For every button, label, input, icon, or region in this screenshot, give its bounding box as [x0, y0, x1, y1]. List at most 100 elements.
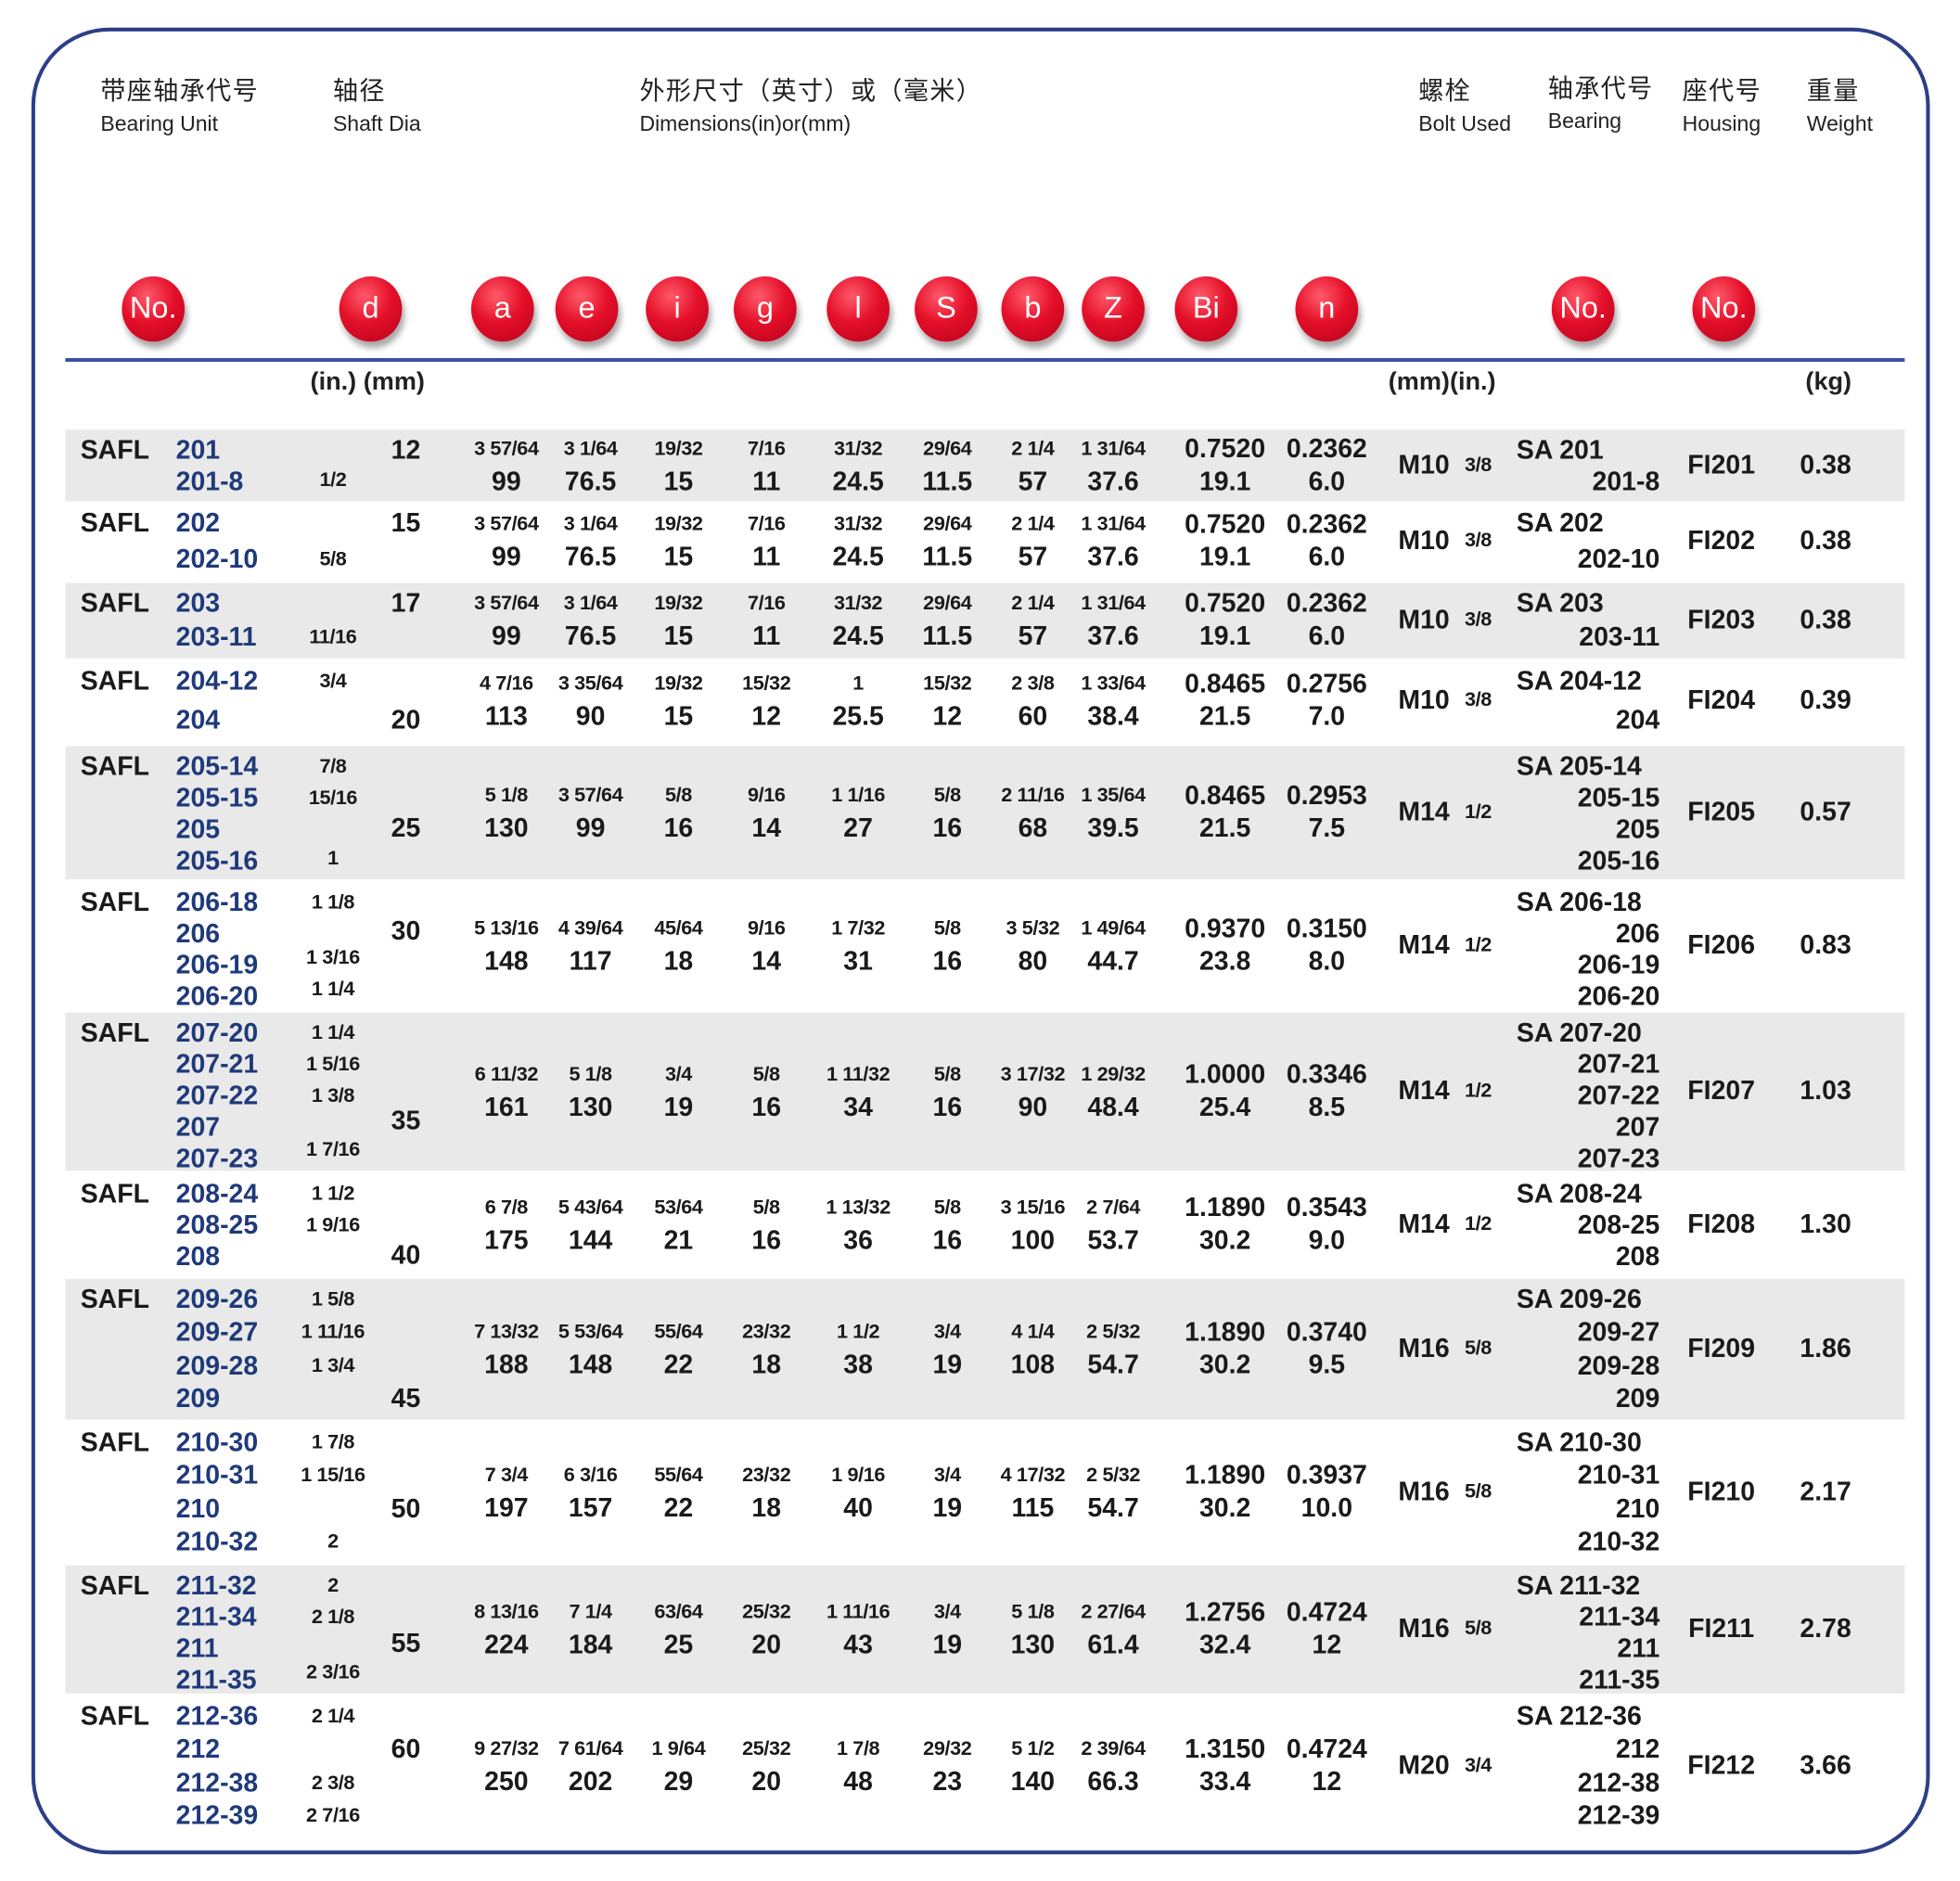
dim-n: 0.2362 6.0: [1287, 434, 1367, 496]
series-label: SAFL: [80, 1179, 149, 1209]
dim-inch: 8 13/16: [474, 1601, 539, 1624]
shaft-inch-value: 1/2: [319, 469, 347, 492]
shaft-mm-value: [379, 1017, 432, 1046]
shaft-inch: 7/8 15/16 1: [287, 751, 379, 875]
dim-inch: 1.1890: [1185, 1317, 1266, 1348]
housing-number: FI205: [1687, 798, 1756, 827]
dim-bi: 0.7520 19.1: [1185, 507, 1265, 575]
dim-mm: 117: [569, 947, 612, 977]
dim-inch: 5/8: [933, 785, 961, 807]
dim-mm: 30.2: [1198, 1350, 1251, 1380]
shaft-inch-value: 2 1/8: [311, 1606, 355, 1629]
dim-inch: 0.2362: [1286, 589, 1367, 619]
dim-inch: 2 5/32: [1086, 1321, 1140, 1343]
shaft-mm-value: [379, 844, 432, 875]
header-bolt: 螺栓 Bolt Used: [1418, 70, 1511, 137]
dim-mm: 161: [484, 1093, 529, 1122]
dim-inch: 1 9/16: [831, 1465, 886, 1487]
dim-mm: 16: [932, 1225, 963, 1256]
weight-value: 1.30: [1800, 1209, 1851, 1239]
unit-number: 206-19: [175, 951, 259, 980]
shaft-mm-value: [379, 751, 432, 782]
shaft-mm-value: 45: [391, 1384, 421, 1414]
shaft-inch-value: 2: [327, 1575, 339, 1597]
dim-mm: 15: [663, 543, 694, 572]
series-label: SAFL: [80, 1428, 149, 1458]
dim-l: 1 7/32 31: [831, 887, 885, 1004]
bolt: M14 1/2: [1398, 1179, 1492, 1272]
shaft-inch: 1 1/4 1 5/16 1 3/8 1 7/16: [287, 1017, 379, 1166]
dim-mm: 140: [1010, 1767, 1056, 1797]
unit-numbers: 201 201-8: [176, 435, 244, 496]
dim-inch: 3/4: [933, 1465, 961, 1487]
header-divider: [65, 358, 1905, 363]
header-cn: 座代号: [1682, 77, 1762, 106]
symbol-badge-9: Z: [1082, 275, 1145, 342]
dim-inch: 31/32: [834, 593, 883, 615]
dim-inch: 5 13/16: [474, 918, 539, 940]
dim-e: 5 53/64 148: [558, 1284, 623, 1414]
dim-i: 3/4 19: [664, 1017, 694, 1166]
shaft-mm-value: 40: [391, 1241, 421, 1271]
series-label: SAFL: [80, 1702, 149, 1732]
unit-number: 210: [175, 1494, 221, 1524]
bearing-number: 211-34: [1579, 1603, 1660, 1632]
bolt-inch: 1/2: [1465, 934, 1492, 956]
unit-number: 212-36: [175, 1702, 259, 1732]
dim-g: 25/32 20: [742, 1570, 791, 1688]
symbol-badge-4: i: [646, 275, 709, 342]
dim-inch: 5 1/8: [484, 785, 529, 807]
bolt-inch: 5/8: [1465, 1480, 1492, 1503]
bolt: M20 3/4: [1398, 1701, 1492, 1832]
dim-mm: 144: [568, 1225, 613, 1256]
dim-s: 5/8 16: [932, 887, 962, 1004]
dim-mm: 76.5: [564, 467, 617, 496]
dim-mm: 12: [751, 702, 782, 732]
shaft-mm-value: [379, 1659, 432, 1688]
shaft-inch: 1/2: [287, 435, 379, 496]
shaft-mm-value: [379, 1209, 432, 1240]
dim-inch: 5/8: [933, 1196, 961, 1219]
shaft-mm: 40: [379, 1179, 432, 1272]
shaft-mm-value: [379, 467, 432, 497]
header-housing: 座代号 Housing: [1683, 70, 1761, 137]
shaft-mm-value: 12: [391, 436, 421, 466]
unit-numbers: 203 203-11: [176, 588, 257, 653]
dim-i: 63/64 25: [654, 1570, 703, 1688]
dim-mm: 16: [751, 1093, 782, 1122]
dim-mm: 43: [843, 1631, 873, 1660]
bolt: M16 5/8: [1398, 1284, 1492, 1414]
bolt-metric: M16: [1398, 1477, 1450, 1507]
table-row: [65, 582, 1905, 659]
dim-inch: 4 39/64: [557, 918, 623, 940]
symbol-badge-13: No.: [1692, 275, 1756, 342]
symbol-badge-3: e: [555, 275, 619, 342]
bolt-inch: 5/8: [1465, 1337, 1492, 1360]
bolt: M16 5/8: [1398, 1427, 1492, 1558]
dim-mm: 14: [751, 947, 782, 977]
dim-inch: 2 39/64: [1081, 1738, 1146, 1760]
bolt-metric: M10: [1398, 605, 1450, 635]
shaft-inch: 2 1/4 2 3/8 2 7/16: [287, 1701, 379, 1832]
dim-mm: 8.5: [1308, 1093, 1346, 1122]
unit-number: 212: [175, 1735, 221, 1765]
shaft-mm-value: [379, 621, 432, 653]
bearing-number: 209-27: [1577, 1318, 1660, 1348]
dim-mm: 224: [484, 1631, 529, 1660]
dim-l: 1 1/16 27: [831, 751, 885, 875]
unit-number: 208: [175, 1242, 221, 1272]
dim-inch: 55/64: [654, 1321, 703, 1343]
dim-a: 6 11/32 161: [475, 1017, 539, 1166]
dim-i: 1 9/64 29: [652, 1701, 706, 1832]
header-cn: 带座轴承代号: [100, 77, 260, 106]
series-label: SAFL: [80, 1571, 149, 1601]
dim-z: 1 31/64 37.6: [1081, 588, 1146, 653]
unit-numbers: 211-32 211-34 211 211-35: [176, 1570, 257, 1695]
unit-number: 207: [175, 1113, 221, 1143]
dim-s: 29/64 11.5: [922, 435, 972, 496]
dim-inch: 1 33/64: [1081, 673, 1146, 696]
dim-e: 3 1/64 76.5: [564, 435, 618, 496]
dim-mm: 37.6: [1087, 543, 1139, 572]
bearing-number: 205-16: [1577, 846, 1660, 877]
